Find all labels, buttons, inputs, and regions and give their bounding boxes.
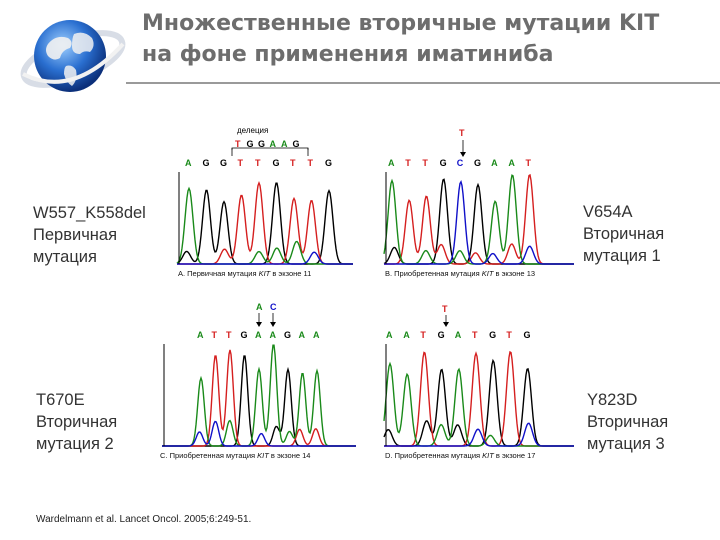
trace-line-A — [162, 344, 356, 447]
base-A: A — [491, 158, 498, 168]
trace-line-C — [177, 251, 353, 265]
base-G: G — [240, 330, 248, 340]
caption-b: B. Приобретенная мутация KIT в экзоне 13 — [385, 269, 536, 278]
panel-c-graphics — [162, 313, 356, 447]
base-A: A — [313, 330, 320, 340]
base-T: T — [405, 158, 411, 168]
label-t670e-secondary: T670E Вторичная мутация 2 — [36, 391, 118, 453]
trace-line-T — [384, 350, 574, 447]
base-A: A — [256, 302, 263, 312]
mutation-arrowhead-c2 — [270, 322, 276, 327]
base-G: G — [437, 330, 445, 340]
reference-citation: Wardelmann et al. Lancet Oncol. 2005;6:2… — [36, 514, 252, 525]
base-A: A — [454, 330, 462, 340]
base-A: A — [508, 158, 515, 168]
base-T: T — [420, 330, 426, 340]
mutation-arrowhead-b — [460, 152, 466, 157]
base-A: A — [403, 330, 410, 340]
trace-line-T — [177, 181, 353, 265]
trace-c — [162, 344, 356, 447]
title-divider — [126, 82, 720, 84]
title-line-2: на фоне применения иматиниба — [142, 42, 554, 67]
trace-line-C — [384, 422, 574, 447]
slide-title: Множественные вторичные мутации KIT на ф… — [142, 8, 712, 70]
base-A: A — [269, 139, 277, 149]
trace-a — [176, 172, 353, 265]
base-A: A — [197, 330, 204, 340]
base-G: G — [272, 158, 280, 168]
caption-a: A. Первичная мутация KIT в экзоне 11 — [178, 269, 312, 278]
base-T: T — [290, 158, 296, 168]
panel-a-graphics — [176, 147, 353, 265]
base-C: C — [456, 158, 464, 168]
base-T: T — [255, 158, 261, 168]
label-v654a-secondary: V654A Вторичная мутация 1 — [583, 203, 665, 265]
mutation-arrowhead-d — [443, 322, 449, 327]
base-G: G — [439, 158, 447, 168]
base-G: G — [325, 158, 333, 168]
title-line-1: Множественные вторичные мутации KIT — [142, 11, 660, 36]
trace-b — [383, 172, 574, 265]
globe-logo-icon — [18, 4, 128, 114]
caption-d: D. Приобретенная мутация KIT в экзоне 17 — [385, 451, 536, 460]
base-A: A — [281, 139, 288, 149]
caption-c: C. Приобретенная мутация KIT в экзоне 14 — [160, 451, 311, 460]
base-A: A — [298, 330, 306, 340]
base-G: G — [284, 330, 292, 340]
base-A: A — [386, 330, 393, 340]
mutant-base-b: T — [459, 128, 465, 138]
base-A: A — [255, 330, 262, 340]
base-G: G — [220, 158, 228, 168]
deletion-bracket — [231, 147, 309, 150]
base-T: T — [525, 158, 532, 168]
base-T: T — [226, 330, 232, 340]
mutant-base-d: T — [442, 304, 448, 314]
base-C: C — [270, 302, 277, 312]
base-T: T — [211, 330, 218, 340]
label-w557-primary: W557_K558del Первичная мутация — [33, 204, 146, 266]
base-A: A — [269, 330, 277, 340]
trace-d — [383, 344, 574, 447]
base-T: T — [471, 330, 478, 340]
base-G: G — [246, 139, 254, 149]
base-T: T — [422, 158, 428, 168]
mutation-arrowhead-c1 — [256, 322, 262, 327]
base-A: A — [388, 158, 395, 168]
base-T: T — [237, 158, 244, 168]
base-G: G — [202, 158, 210, 168]
panel-b-graphics — [383, 140, 574, 265]
trace-line-C — [384, 179, 574, 265]
deletion-label: делеция — [237, 126, 269, 135]
base-A: A — [185, 158, 192, 168]
panel-d-graphics — [383, 315, 574, 447]
base-G: G — [473, 158, 481, 168]
base-T: T — [506, 330, 512, 340]
base-G: G — [523, 330, 531, 340]
base-G: G — [489, 330, 497, 340]
base-T: T — [307, 158, 314, 168]
base-G: G — [292, 139, 300, 149]
base-G: G — [258, 139, 266, 149]
trace-line-T — [162, 349, 356, 447]
trace-line-G — [176, 182, 353, 265]
trace-line-C — [162, 420, 356, 447]
label-y823d-secondary: Y823D Вторичная мутация 3 — [587, 391, 669, 453]
base-T: T — [235, 139, 241, 149]
